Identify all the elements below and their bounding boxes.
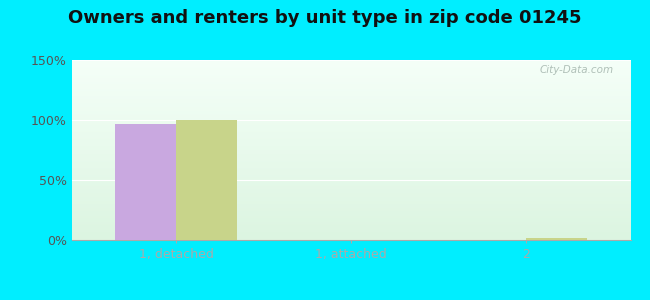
Bar [526,238,587,240]
Text: Owners and renters by unit type in zip code 01245: Owners and renters by unit type in zip c… [68,9,582,27]
Text: City-Data.com: City-Data.com [540,65,614,75]
Bar [115,124,176,240]
Bar [176,120,237,240]
